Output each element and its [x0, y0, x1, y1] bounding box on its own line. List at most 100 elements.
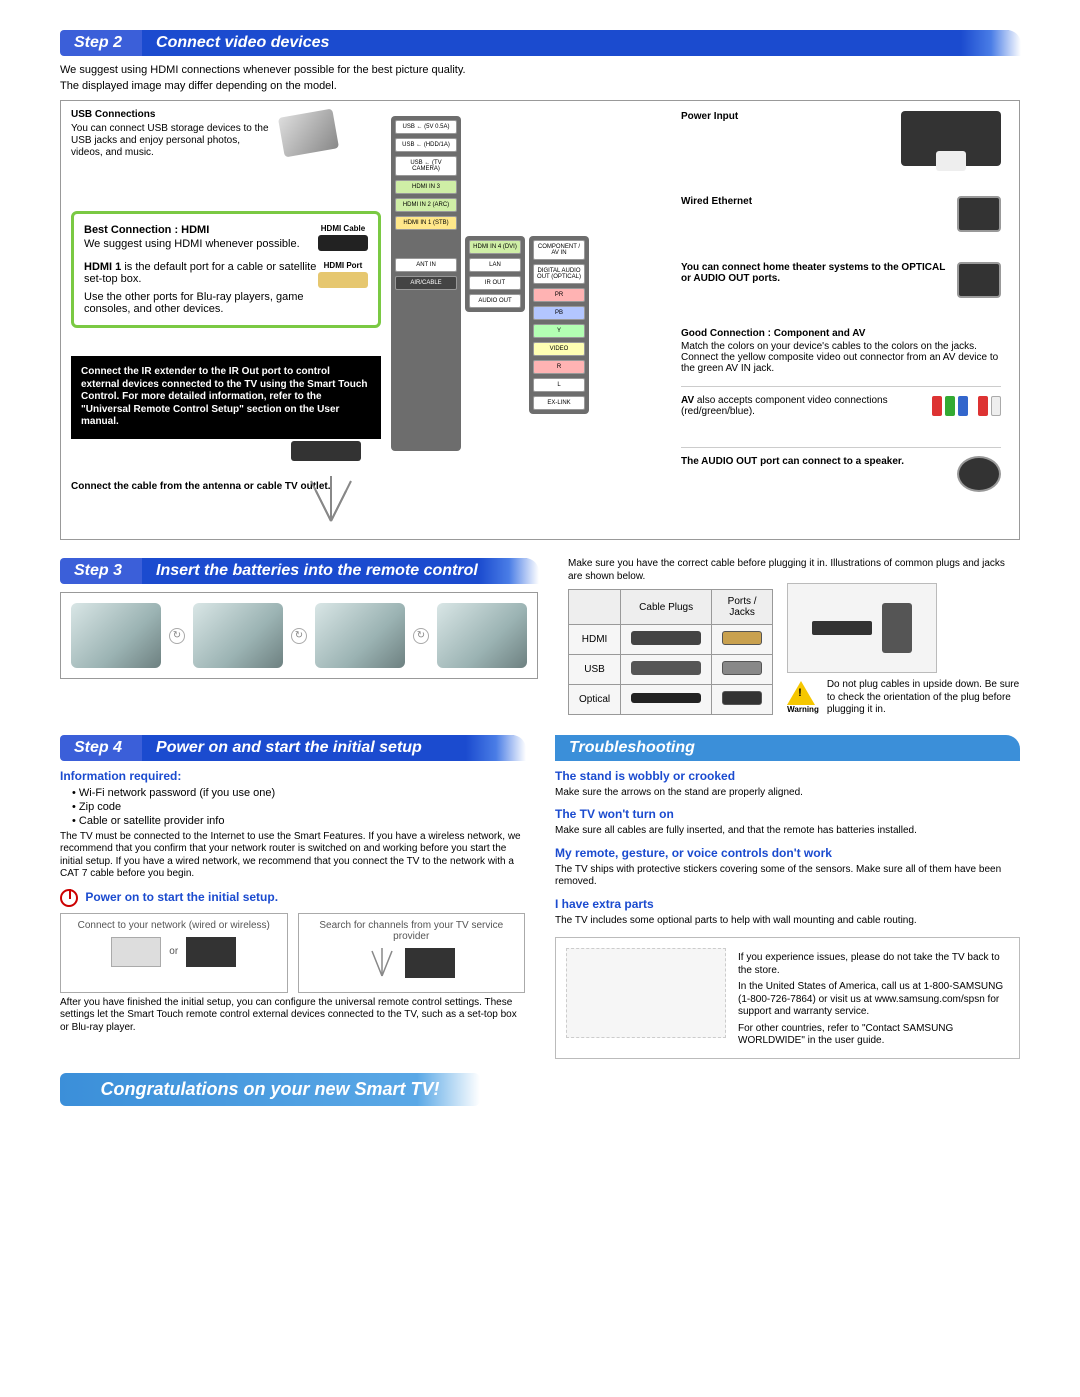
arrow-icon: ↻: [169, 628, 185, 644]
warning-label: Warning: [787, 705, 819, 714]
port-r: R: [533, 360, 585, 374]
connection-diagram: USB Connections You can connect USB stor…: [60, 100, 1020, 540]
port-pb: PB: [533, 306, 585, 320]
port-audioout: AUDIO OUT: [469, 294, 521, 308]
port-usb1: USB ← (5V 0.5A): [395, 120, 457, 134]
ts-q3: My remote, gesture, or voice controls do…: [555, 846, 1020, 860]
port-column-2: HDMI IN 4 (DVI) LAN IR OUT AUDIO OUT: [465, 236, 525, 312]
port-y: Y: [533, 324, 585, 338]
or-text: or: [169, 946, 178, 957]
support-box: If you experience issues, please do not …: [555, 937, 1020, 1059]
hdmi-body2: HDMI 1 is the default port for a cable o…: [84, 261, 318, 285]
port-pr: PR: [533, 288, 585, 302]
setup-box-network: Connect to your network (wired or wirele…: [60, 913, 288, 993]
support-text3: For other countries, refer to "Contact S…: [738, 1023, 1009, 1048]
antenna-small-icon: [367, 948, 397, 978]
ethernet-label: Wired Ethernet: [681, 196, 947, 207]
hdmi-port-icon: [318, 272, 368, 288]
power-on-heading: Power on to start the initial setup.: [60, 889, 525, 907]
ethernet-port-icon: [957, 196, 1001, 232]
ir-extender-icon: [291, 441, 361, 461]
port-video: VIDEO: [533, 342, 585, 356]
ts-q2: The TV won't turn on: [555, 807, 1020, 821]
warning-box: Warning Do not plug cables in upside dow…: [787, 679, 1020, 717]
hdmi-body3: Use the other ports for Blu-ray players,…: [84, 291, 318, 315]
hdmi-title: Best Connection : HDMI: [84, 224, 318, 236]
step2-intro2: The displayed image may differ depending…: [60, 80, 1020, 92]
port-irout: IR OUT: [469, 276, 521, 290]
step4-para: The TV must be connected to the Internet…: [60, 831, 525, 881]
cable-table: Cable Plugs Ports / Jacks HDMI USB Optic…: [568, 589, 773, 715]
ts-a2: Make sure all cables are fully inserted,…: [555, 825, 1020, 838]
ts-q1: The stand is wobbly or crooked: [555, 769, 1020, 783]
plug-orientation-diagram: [787, 583, 937, 673]
cable-row-usb: USB: [569, 655, 621, 685]
support-text2: In the United States of America, call us…: [738, 981, 1009, 1019]
port-optical: DIGITAL AUDIO OUT (OPTICAL): [533, 264, 585, 284]
hdmi-cable-icon: [318, 235, 368, 251]
warning-icon: [787, 681, 815, 705]
component-body: Match the colors on your device's cables…: [681, 341, 1001, 374]
antenna-icon: [301, 476, 361, 526]
usb-callout: USB Connections You can connect USB stor…: [71, 109, 271, 159]
hdmi-cable-label: HDMI Cable: [318, 224, 368, 233]
cable-row-optical: Optical: [569, 685, 621, 715]
setup-box1-text: Connect to your network (wired or wirele…: [67, 920, 281, 931]
step4-header: Step 4 Power on and start the initial se…: [60, 735, 525, 761]
port-l: L: [533, 378, 585, 392]
optical-jack-icon: [722, 691, 762, 705]
port-antin: ANT IN: [395, 258, 457, 272]
info-required-list: Wi-Fi network password (if you use one) …: [60, 787, 525, 827]
step2-header: Step 2 Connect video devices: [60, 30, 1020, 56]
usb-title: USB Connections: [71, 109, 271, 121]
power-input-label: Power Input: [681, 111, 891, 122]
step3-header: Step 3 Insert the batteries into the rem…: [60, 558, 538, 584]
arrow-icon: ↻: [413, 628, 429, 644]
port-usb3: USB ← (TV CAMERA): [395, 156, 457, 176]
cable-header-plugs: Cable Plugs: [621, 590, 712, 625]
usb-drive-icon: [278, 109, 339, 158]
port-component-label: COMPONENT / AV IN: [533, 240, 585, 260]
optical-port-icon: [957, 262, 1001, 298]
port-usb2: USB ← (HDD/1A): [395, 138, 457, 152]
congrats-banner: Congratulations on your new Smart TV!: [60, 1073, 480, 1106]
hdmi-callout: Best Connection : HDMI We suggest using …: [71, 211, 381, 328]
port-lan: LAN: [469, 258, 521, 272]
battery-step1-icon: [71, 603, 161, 668]
list-item: Zip code: [72, 801, 525, 813]
hdmi-port-label: HDMI Port: [318, 261, 368, 270]
battery-step4-icon: [437, 603, 527, 668]
router-icon: [111, 937, 161, 967]
arrow-icon: ↻: [291, 628, 307, 644]
usb-body: You can connect USB storage devices to t…: [71, 123, 271, 159]
port-column-1: USB ← (5V 0.5A) USB ← (HDD/1A) USB ← (TV…: [391, 116, 461, 451]
step2-label: Step 2: [60, 30, 142, 56]
step3-label: Step 3: [60, 558, 142, 584]
step4-after: After you have finished the initial setu…: [60, 997, 525, 1035]
setup-box2-text: Search for channels from your TV service…: [305, 920, 519, 942]
support-text1: If you experience issues, please do not …: [738, 952, 1009, 977]
ts-q4: I have extra parts: [555, 897, 1020, 911]
hdmi-plug-icon: [631, 631, 701, 645]
warning-text: Do not plug cables in upside down. Be su…: [827, 679, 1020, 717]
component-title: Good Connection : Component and AV: [681, 328, 1001, 339]
hdmi-body1: We suggest using HDMI whenever possible.: [84, 238, 318, 250]
home-theater-text: You can connect home theater systems to …: [681, 262, 947, 284]
step2-title: Connect video devices: [142, 30, 1020, 56]
ts-a1: Make sure the arrows on the stand are pr…: [555, 787, 1020, 800]
setup-box-channels: Search for channels from your TV service…: [298, 913, 526, 993]
usb-jack-icon: [722, 661, 762, 675]
tv-back-panel: USB ← (5V 0.5A) USB ← (HDD/1A) USB ← (TV…: [391, 116, 661, 451]
port-hdmi2: HDMI IN 2 (ARC): [395, 198, 457, 212]
av-text: AV also accepts component video connecti…: [681, 395, 922, 417]
port-aircable: AIR/CABLE: [395, 276, 457, 290]
battery-diagram: ↻ ↻ ↻: [60, 592, 538, 679]
step4-title: Power on and start the initial setup: [142, 735, 525, 761]
step4-label: Step 4: [60, 735, 142, 761]
optical-plug-icon: [631, 693, 701, 703]
info-required-heading: Information required:: [60, 769, 525, 783]
troubleshooting-header: Troubleshooting: [555, 735, 1020, 761]
port-hdmi1: HDMI IN 1 (STB): [395, 216, 457, 230]
troubleshooting-title: Troubleshooting: [555, 735, 1020, 761]
ir-callout: Connect the IR extender to the IR Out po…: [71, 356, 381, 439]
